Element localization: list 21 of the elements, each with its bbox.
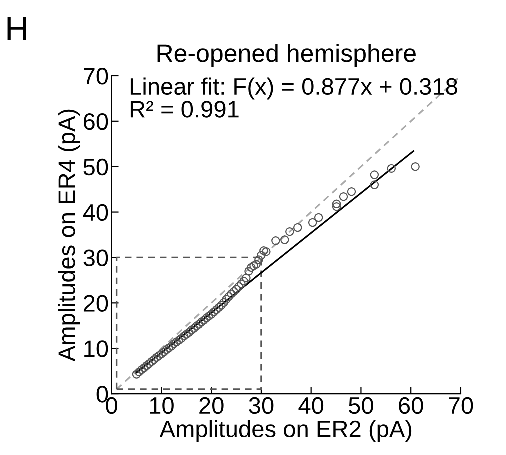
x-tick-label: 60 (399, 397, 424, 414)
y-axis-title: Amplitudes on ER4 (pA) (58, 110, 80, 362)
x-tick-label: 10 (150, 397, 174, 414)
x-tick-label: 70 (449, 397, 474, 414)
y-tick-label: 30 (84, 250, 108, 267)
y-tick-label: 10 (84, 340, 108, 358)
x-tick-label: 30 (249, 397, 274, 414)
y-tick-label: 20 (84, 295, 108, 312)
text: H (8, 18, 26, 40)
y-tick-label: 70 (84, 68, 108, 85)
annotation: Linear fit: F(x) = 0.877x + 0.318 (130, 78, 458, 100)
x-axis-title: Amplitudes on ER2 (pA) (160, 420, 412, 442)
annotation: R² = 0.991 (130, 101, 239, 118)
y-tick-label: 60 (84, 113, 108, 130)
x-tick-label: 20 (200, 397, 224, 414)
chart-title: Re-opened hemisphere (158, 44, 416, 68)
y-tick-label: 0 (96, 386, 108, 403)
x-tick-label: 50 (349, 397, 374, 414)
x-tick-label: 40 (298, 397, 324, 414)
y-tick-label: 50 (84, 158, 108, 176)
y-tick-label: 40 (83, 204, 108, 222)
